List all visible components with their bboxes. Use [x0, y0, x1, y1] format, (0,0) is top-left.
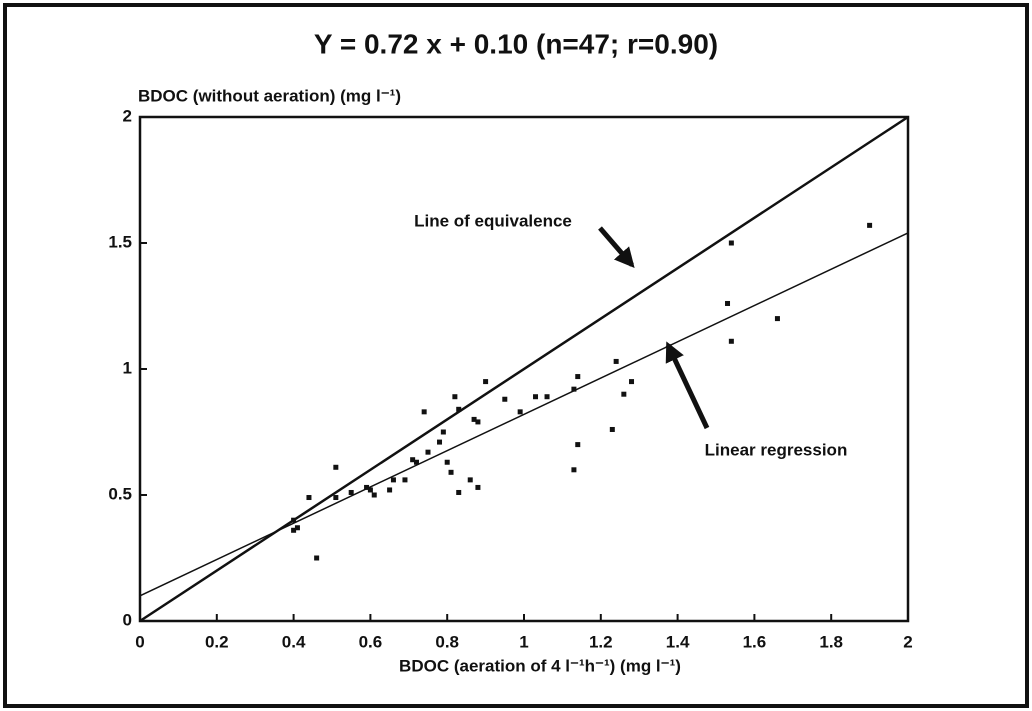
- point: [390, 477, 396, 483]
- point: [410, 457, 416, 463]
- point: [452, 394, 458, 400]
- point: [387, 487, 393, 493]
- chart-title: Y = 0.72 x + 0.10 (n=47; r=0.90): [314, 28, 718, 59]
- point: [413, 459, 419, 465]
- y-tick-label: 1.5: [108, 232, 132, 251]
- point: [333, 464, 339, 470]
- point: [475, 484, 481, 490]
- point: [306, 495, 312, 501]
- point: [367, 487, 373, 493]
- y-tick-label: 0: [123, 610, 132, 629]
- point: [728, 240, 734, 246]
- x-tick-label: 1.2: [589, 632, 613, 651]
- point: [517, 409, 523, 415]
- point: [475, 419, 481, 425]
- point: [294, 525, 300, 531]
- line-annotation: Line of equivalence: [414, 211, 572, 230]
- point: [728, 338, 734, 344]
- point: [364, 484, 370, 490]
- point: [471, 416, 477, 422]
- point: [291, 517, 297, 523]
- point: [425, 449, 431, 455]
- point: [456, 406, 462, 412]
- point: [533, 394, 539, 400]
- outer-frame: [3, 3, 1029, 708]
- y-tick-label: 2: [123, 106, 132, 125]
- point: [467, 477, 473, 483]
- y-axis-label: BDOC (without aeration) (mg l⁻¹): [138, 86, 401, 105]
- x-tick-label: 0.6: [359, 632, 383, 651]
- annotation-arrow: [665, 341, 710, 430]
- annotation-arrow: [598, 226, 635, 269]
- point: [448, 469, 454, 475]
- x-tick-label: 1: [519, 632, 528, 651]
- point: [291, 527, 297, 533]
- line-annotation: Linear regression: [705, 440, 848, 459]
- point: [483, 379, 489, 385]
- point: [348, 489, 354, 495]
- point: [575, 442, 581, 448]
- fit-line: [139, 232, 909, 597]
- point: [621, 391, 627, 397]
- y-tick-label: 0.5: [108, 484, 132, 503]
- point: [774, 316, 780, 322]
- point: [575, 374, 581, 380]
- point: [421, 409, 427, 415]
- x-tick-label: 0.8: [435, 632, 459, 651]
- point: [314, 555, 320, 561]
- x-tick-label: 1.4: [666, 632, 690, 651]
- x-tick-label: 2: [903, 632, 912, 651]
- x-tick-label: 1.8: [819, 632, 843, 651]
- point: [440, 429, 446, 435]
- point: [371, 492, 377, 498]
- point: [544, 394, 550, 400]
- point: [456, 489, 462, 495]
- point: [867, 222, 873, 228]
- point: [629, 379, 635, 385]
- point: [502, 396, 508, 402]
- y-tick-label: 1: [123, 358, 132, 377]
- x-tick-label: 0.2: [205, 632, 229, 651]
- x-tick-label: 0: [135, 632, 144, 651]
- x-tick-label: 1.6: [743, 632, 767, 651]
- point: [725, 300, 731, 306]
- point: [571, 467, 577, 473]
- x-axis-label: BDOC (aeration of 4 l⁻¹h⁻¹) (mg l⁻¹): [399, 656, 681, 675]
- point: [437, 439, 443, 445]
- point: [402, 477, 408, 483]
- point: [613, 358, 619, 364]
- point: [571, 386, 577, 392]
- point: [609, 426, 615, 432]
- point: [444, 459, 450, 465]
- fit-line: [139, 115, 909, 623]
- point: [333, 495, 339, 501]
- x-tick-label: 0.4: [282, 632, 306, 651]
